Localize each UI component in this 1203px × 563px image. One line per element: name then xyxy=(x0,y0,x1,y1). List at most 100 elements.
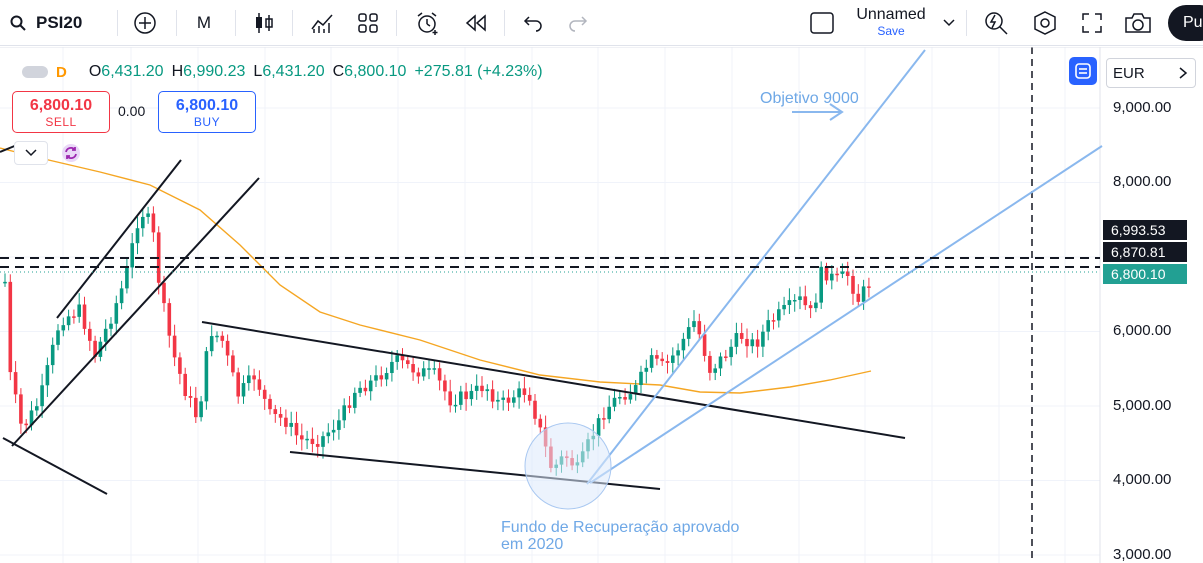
candle-body xyxy=(612,397,617,407)
candle-body xyxy=(766,320,770,332)
candle-body xyxy=(633,385,638,395)
layout-name-button[interactable]: Unnamed Save xyxy=(850,0,932,46)
candle-body xyxy=(278,414,283,418)
currency-label: EUR xyxy=(1113,64,1145,82)
trend-channel-lower xyxy=(589,145,1103,484)
candle-body xyxy=(3,281,7,284)
alert-button[interactable] xyxy=(414,0,442,46)
candle-body xyxy=(374,375,378,381)
candle-body xyxy=(300,435,304,440)
candle-body xyxy=(289,422,293,427)
candle-body xyxy=(792,300,797,302)
candle-body xyxy=(273,409,278,415)
candle-body xyxy=(628,394,633,400)
undo-button[interactable] xyxy=(521,0,545,46)
candle-body xyxy=(347,405,352,408)
scale-icon xyxy=(1075,63,1091,79)
close-value: 6,800.10 xyxy=(344,63,407,80)
candle-body xyxy=(745,338,749,347)
candle-body xyxy=(400,355,405,361)
buy-button[interactable]: 6,800.10 BUY xyxy=(158,91,256,133)
symbol-search[interactable]: PSI20 xyxy=(10,0,82,46)
square-icon xyxy=(810,12,834,34)
candle-body xyxy=(469,390,474,400)
candle-body xyxy=(655,355,659,359)
timeframe-button[interactable]: M xyxy=(190,0,218,46)
candle-body xyxy=(618,397,622,399)
redo-icon xyxy=(569,16,588,32)
candles xyxy=(3,206,871,476)
chevron-down-icon xyxy=(25,149,37,157)
moving-average-line xyxy=(0,147,872,394)
refresh-button[interactable] xyxy=(60,143,82,163)
price-tag-mid: 6,870.81 xyxy=(1103,242,1187,262)
candle-body xyxy=(867,286,871,288)
candle-body xyxy=(209,336,214,352)
candle-body xyxy=(416,372,421,377)
layouts-button[interactable] xyxy=(356,0,380,46)
redo-button[interactable] xyxy=(566,0,590,46)
currency-select[interactable]: EUR xyxy=(1106,58,1196,88)
candle-body xyxy=(708,355,712,373)
candle-body xyxy=(686,327,691,339)
indicators-icon xyxy=(311,14,333,33)
recovery-annotation-line1[interactable]: Fundo de Recuperação aprovado xyxy=(501,519,740,536)
candle-body xyxy=(82,304,87,329)
candle-body xyxy=(830,273,834,281)
trend-line-short xyxy=(2,437,108,495)
recovery-highlight-circle xyxy=(524,422,612,510)
candle-body xyxy=(72,316,76,318)
settings-button[interactable] xyxy=(1031,0,1059,46)
top-toolbar: PSI20 M Unnamed Save xyxy=(0,0,1203,46)
candle-body xyxy=(326,432,331,437)
candle-body xyxy=(236,372,240,397)
channel-line-lower xyxy=(11,177,260,447)
visibility-toggle[interactable] xyxy=(22,66,48,78)
candle-body xyxy=(739,333,744,339)
search-icon xyxy=(10,15,26,31)
replay-button[interactable] xyxy=(463,0,489,46)
candle-body xyxy=(755,339,760,347)
chart-type-button[interactable] xyxy=(252,0,276,46)
compare-button[interactable] xyxy=(131,0,159,46)
candle-body xyxy=(607,406,611,420)
candle-body xyxy=(88,328,92,341)
candle-body xyxy=(437,368,442,381)
candle-body xyxy=(501,397,505,400)
target-annotation[interactable]: Objetivo 9000 xyxy=(760,90,859,107)
candle-body xyxy=(29,410,34,426)
recovery-annotation-line2[interactable]: em 2020 xyxy=(501,536,564,553)
sell-label: SELL xyxy=(45,115,77,129)
candle-body xyxy=(379,375,384,380)
indicators-button[interactable] xyxy=(309,0,335,46)
snapshot-button[interactable] xyxy=(1124,0,1152,46)
candle-body xyxy=(464,391,468,400)
moving-average xyxy=(0,147,872,394)
candle-body xyxy=(252,375,256,380)
publish-button[interactable]: Pu xyxy=(1168,5,1203,41)
price-chart[interactable] xyxy=(0,47,1203,563)
candle-body xyxy=(331,429,336,433)
candle-body xyxy=(665,361,670,363)
candle-body xyxy=(358,387,362,393)
candle-body xyxy=(146,213,150,217)
fullscreen-button[interactable] xyxy=(1078,0,1106,46)
sell-button[interactable]: 6,800.10 SELL xyxy=(12,91,110,133)
layout-menu-button[interactable] xyxy=(940,0,958,46)
candle-body xyxy=(257,379,262,390)
channel-line-upper xyxy=(56,159,182,319)
resistance-line xyxy=(201,321,906,439)
auto-scale-button[interactable] xyxy=(1069,57,1097,85)
candle-body xyxy=(188,396,193,398)
quick-search-button[interactable] xyxy=(982,0,1010,46)
layout-toggle-button[interactable] xyxy=(808,0,836,46)
candle-body xyxy=(310,438,315,445)
candle-body xyxy=(527,394,532,401)
candle-body xyxy=(395,355,399,362)
collapse-legend-button[interactable] xyxy=(14,141,48,165)
open-value: 6,431.20 xyxy=(101,63,164,80)
candle-body xyxy=(777,309,781,321)
candle-body xyxy=(363,387,368,392)
axis-label-3000: 3,000.00 xyxy=(1113,546,1172,563)
candle-body xyxy=(644,367,649,372)
